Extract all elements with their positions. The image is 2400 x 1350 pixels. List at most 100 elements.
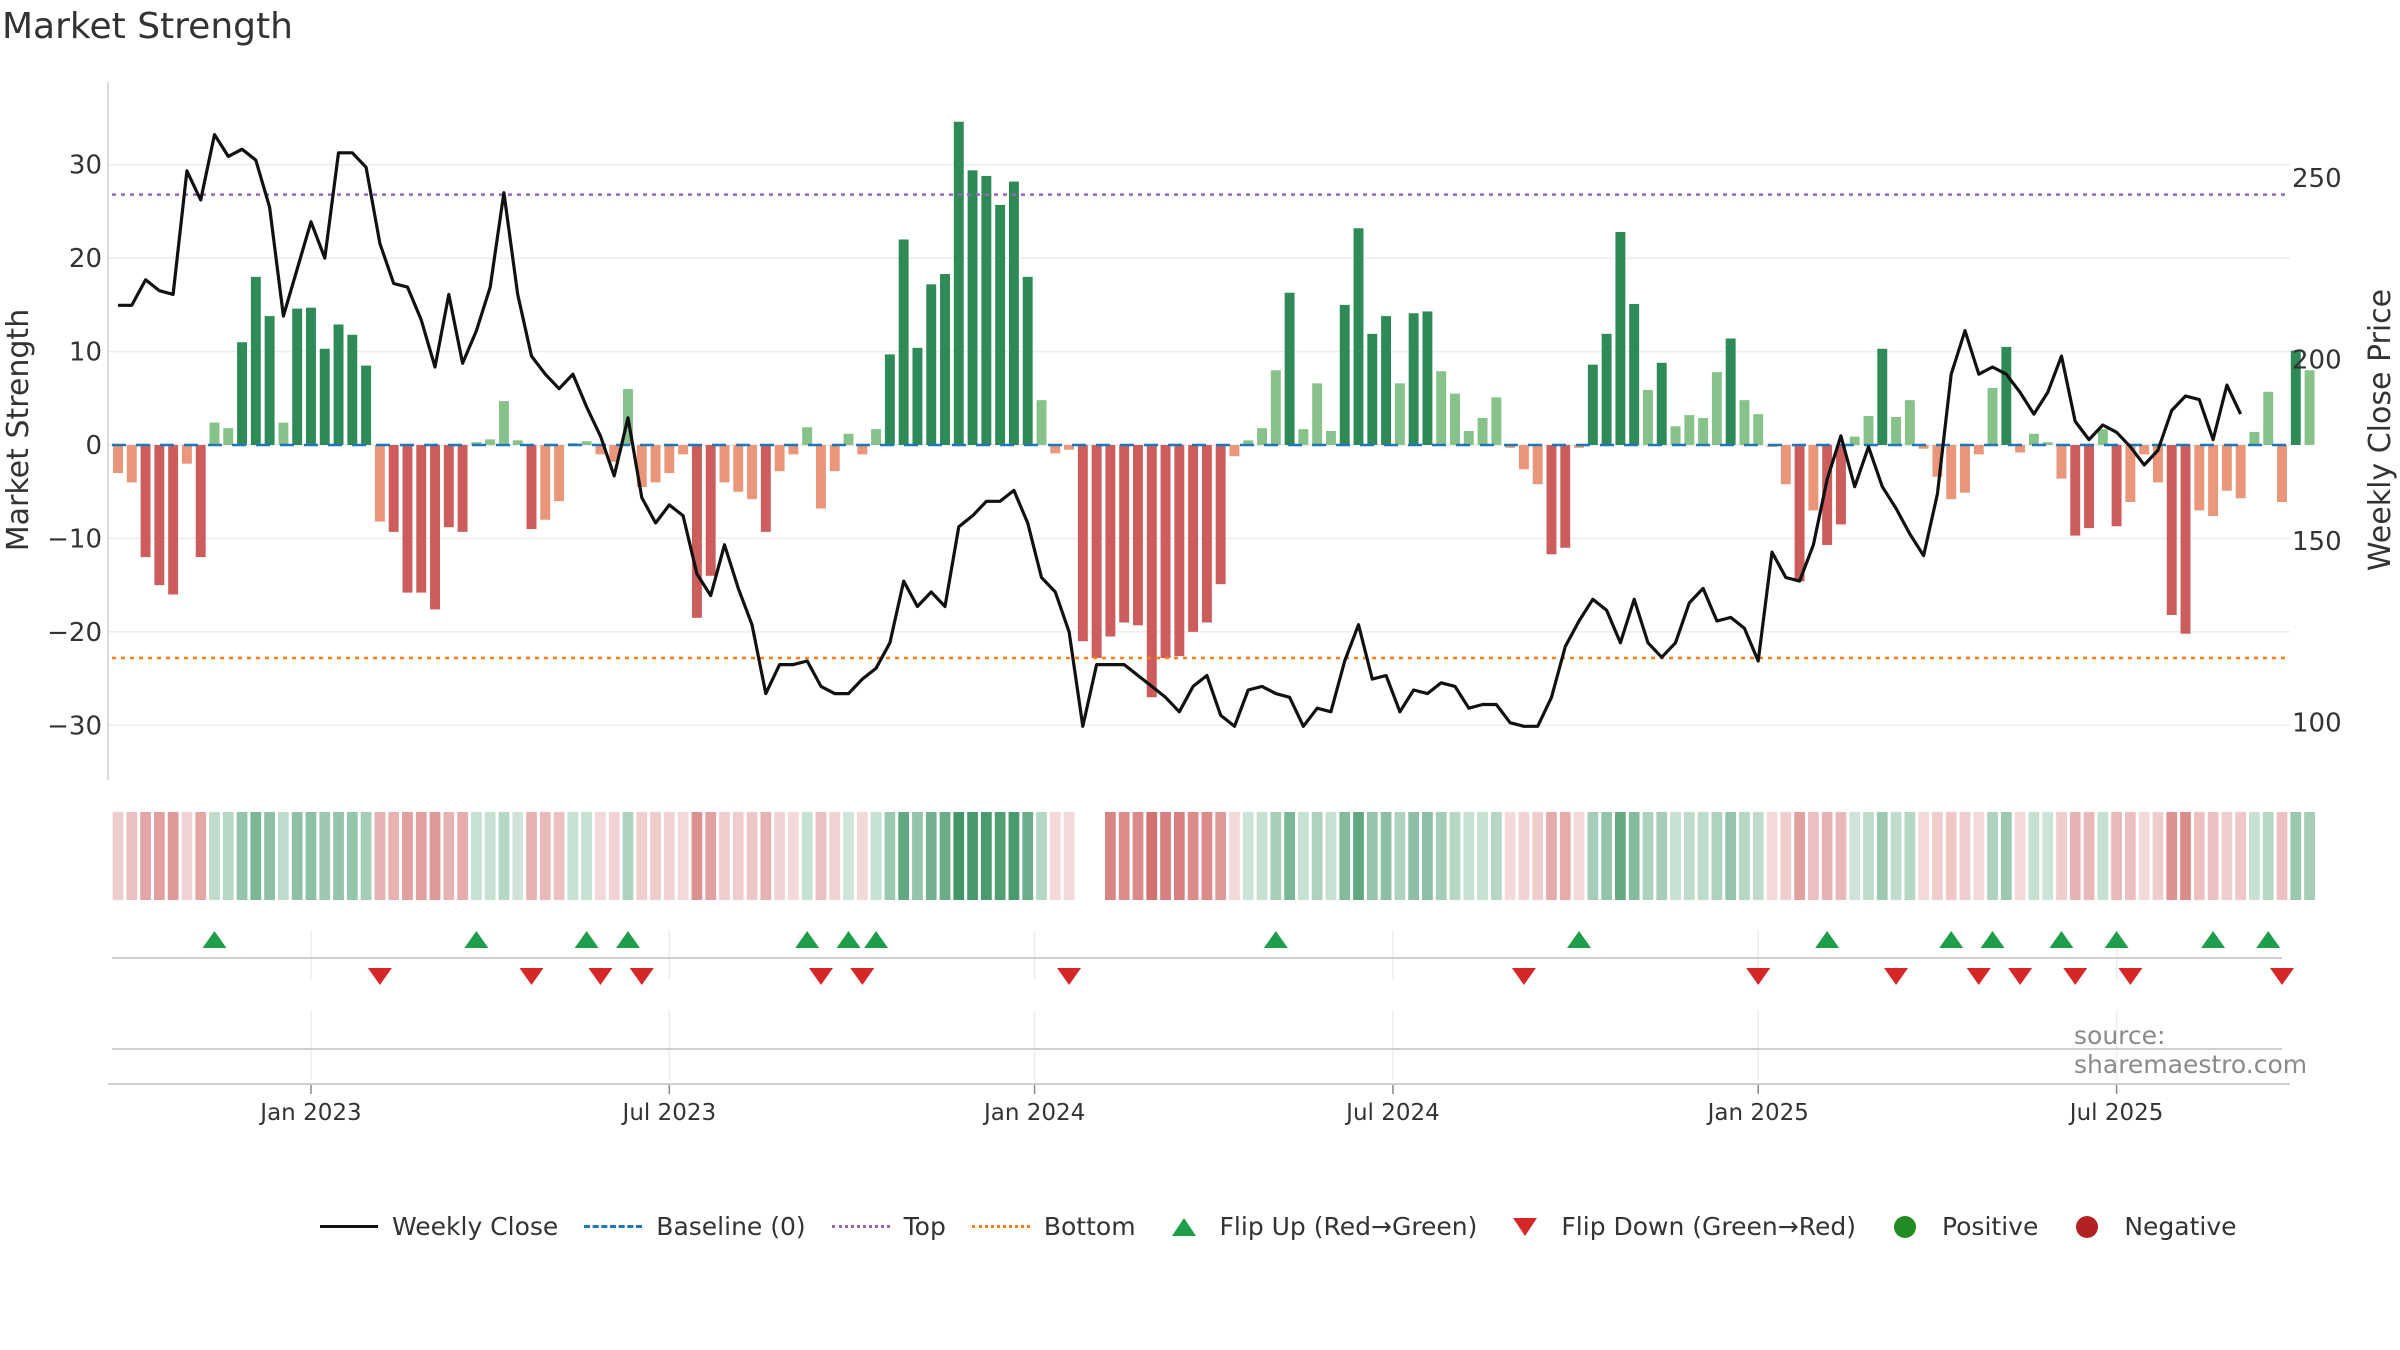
legend-swatch	[1513, 1217, 1538, 1236]
strength-bar	[416, 445, 427, 593]
flip-down-marker	[2270, 968, 2294, 985]
strength-bar	[1684, 415, 1695, 445]
strip-cell	[1683, 812, 1695, 900]
strip-cell	[360, 812, 372, 900]
strength-bar	[1670, 426, 1681, 445]
strength-bar	[1835, 445, 1846, 525]
legend-swatch	[584, 1225, 643, 1228]
strength-bar	[430, 445, 440, 610]
strength-bar	[912, 347, 923, 445]
flip-down-marker	[519, 968, 544, 985]
market-strength-chart: −30 −20 −10 0 10 20 30 100 150 200 250 Jan 2023 Jul …	[1, 82, 2398, 1126]
strip-cell	[1628, 812, 1640, 900]
flip-up-marker	[864, 931, 889, 948]
strength-bar	[2235, 445, 2246, 499]
legend-item: Baseline (0)	[584, 1212, 806, 1241]
x-tick-label: Jan 2025	[1706, 1100, 1809, 1126]
strength-bar	[1656, 362, 1667, 445]
strip-cell	[774, 812, 785, 900]
strength-bar	[554, 445, 565, 502]
x-tick-label: Jul 2024	[1344, 1100, 1440, 1126]
grid-layer	[108, 163, 2290, 1080]
flip-up-marker	[1815, 931, 1840, 948]
strip-cell	[443, 812, 455, 900]
y-tick-label: −30	[47, 711, 102, 741]
strip-cell	[622, 812, 634, 900]
strip-cell	[1270, 812, 1282, 900]
axes-layer: −30 −20 −10 0 10 20 30 100 150 200 250 Jan 2023 Jul …	[47, 82, 2342, 1126]
strength-bar	[747, 445, 758, 500]
flip-up-marker	[202, 931, 227, 948]
strength-bar	[1133, 445, 1143, 626]
strength-bar	[2208, 445, 2219, 516]
legend-item: Bottom	[971, 1212, 1136, 1241]
strength-bar	[512, 440, 523, 445]
strip-cell	[2180, 812, 2191, 900]
strip-cell	[1132, 812, 1144, 900]
strip-cell	[1876, 812, 1888, 900]
strength-bar	[1215, 445, 1226, 585]
strip-cell	[801, 812, 813, 900]
strength-bar	[1229, 445, 1240, 457]
strip-cell	[2056, 812, 2067, 900]
strength-bar	[1243, 440, 1254, 445]
y-tick-label: 10	[69, 338, 102, 368]
legend-swatch	[831, 1225, 890, 1228]
strip-cell	[2042, 812, 2054, 900]
strip-cell	[2014, 812, 2026, 900]
strength-bar	[1325, 430, 1336, 445]
strength-bar	[595, 445, 606, 455]
strength-bar	[1050, 445, 1061, 454]
strength-bar	[2263, 391, 2274, 445]
strength-bar	[250, 276, 261, 445]
strength-bar	[871, 429, 882, 445]
strength-bar	[926, 284, 937, 445]
legend-swatch	[1171, 1217, 1196, 1236]
strip-cell	[2125, 812, 2136, 900]
strength-bar	[1339, 304, 1350, 445]
strength-bar	[1477, 417, 1488, 445]
strength-bar	[2290, 350, 2301, 445]
strip-cell	[1105, 812, 1116, 900]
strength-bar	[1918, 445, 1929, 449]
strip-cell	[1945, 812, 1957, 900]
strip-cell	[1201, 812, 1213, 900]
strip-cell	[925, 812, 937, 900]
strip-cell	[181, 812, 193, 900]
strength-bar	[2028, 433, 2039, 445]
strength-bar	[636, 445, 647, 488]
strength-bar	[1546, 445, 1557, 555]
strip-cell	[994, 812, 1006, 900]
strip-cell	[278, 812, 289, 900]
strip-cell	[1490, 812, 1502, 900]
strength-bar	[884, 354, 895, 445]
strength-bar	[1780, 445, 1791, 485]
flip-up-marker	[1263, 931, 1288, 948]
strength-bar	[1270, 370, 1281, 445]
legend-swatch	[1893, 1215, 1916, 1238]
flip-down-marker	[808, 968, 833, 985]
strip-cell	[553, 812, 565, 900]
strength-bar	[181, 445, 192, 464]
x-tick-label: Jan 2023	[258, 1100, 361, 1126]
strip-cell	[1504, 812, 1516, 900]
strength-bar	[2166, 445, 2177, 616]
strength-bar	[485, 439, 496, 445]
legend-label: Weekly Close	[392, 1212, 559, 1241]
strip-cell	[884, 812, 896, 900]
strip-cell	[1711, 812, 1723, 900]
strip-cell	[581, 812, 593, 900]
strip-cell	[2290, 812, 2302, 900]
strip-cell	[291, 812, 303, 900]
strength-bar	[1174, 445, 1185, 657]
strip-cell	[1987, 812, 1998, 900]
strip-cell	[705, 812, 717, 900]
flip-up-marker	[2104, 931, 2129, 948]
strip-cell	[1242, 812, 1254, 900]
strength-bar	[1822, 445, 1833, 545]
strip-cell	[429, 812, 441, 900]
strength-bar	[719, 445, 730, 483]
price-line-layer	[118, 133, 2243, 728]
strength-bar	[1160, 445, 1171, 658]
strength-bar	[1257, 428, 1267, 445]
